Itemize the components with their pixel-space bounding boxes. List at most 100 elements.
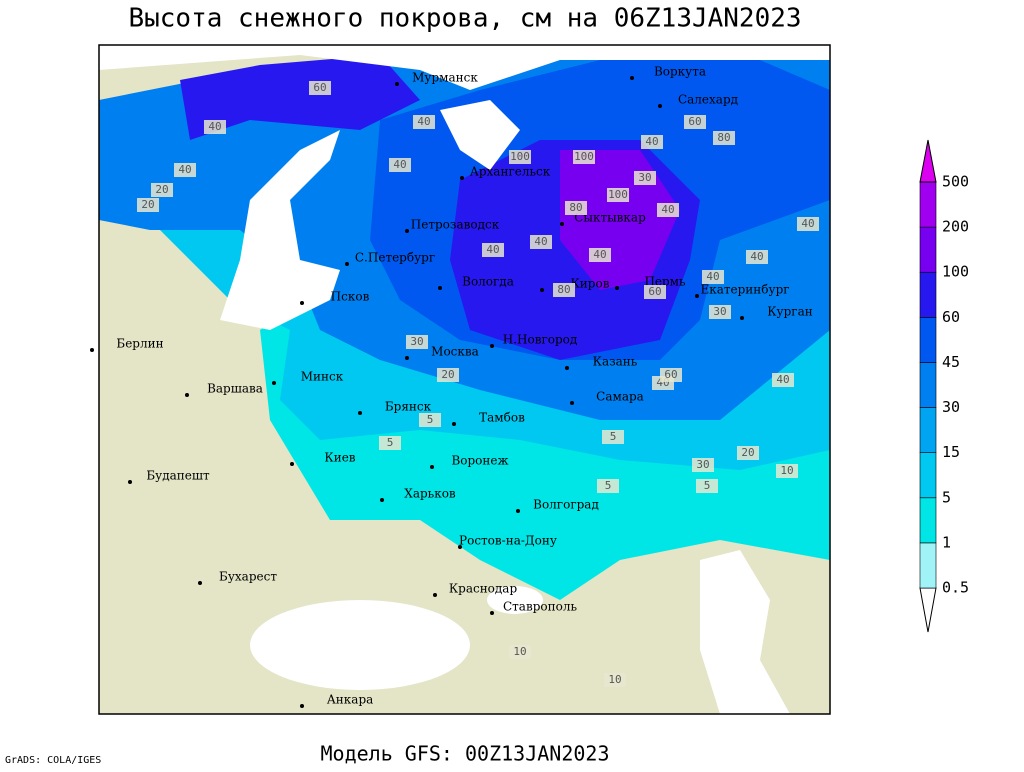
city-label: Бухарест bbox=[219, 570, 277, 584]
contour-label: 20 bbox=[441, 368, 454, 381]
contour-label: 40 bbox=[645, 135, 658, 148]
contour-label-box bbox=[696, 479, 718, 493]
contour-label: 5 bbox=[605, 479, 612, 492]
contour-label: 20 bbox=[155, 183, 168, 196]
contour-label: 40 bbox=[661, 203, 674, 216]
city-label: Минск bbox=[301, 370, 344, 384]
city-dot bbox=[695, 294, 699, 298]
contour-label-box bbox=[309, 81, 331, 95]
contour-label-box bbox=[660, 368, 682, 382]
contour-label-box bbox=[607, 188, 629, 202]
map bbox=[99, 45, 830, 714]
colorbar-box bbox=[919, 542, 937, 589]
city-label: Анкара bbox=[327, 693, 374, 707]
contour-label: 30 bbox=[696, 458, 709, 471]
city-dot bbox=[185, 393, 189, 397]
contour-label-box bbox=[509, 150, 531, 164]
contour-label-box bbox=[776, 464, 798, 478]
colorbar-label: 60 bbox=[942, 308, 960, 326]
city-label: Салехард bbox=[678, 93, 738, 107]
colorbar-high-triangle bbox=[919, 139, 937, 183]
contour-label-box bbox=[379, 436, 401, 450]
contour-label: 80 bbox=[557, 283, 570, 296]
contour-label-box bbox=[657, 203, 679, 217]
contour-label-box bbox=[604, 673, 626, 687]
contour-label: 10 bbox=[513, 645, 526, 658]
city-dot bbox=[290, 462, 294, 466]
contour-label: 80 bbox=[717, 131, 730, 144]
city-dot bbox=[458, 545, 462, 549]
contour-label-box bbox=[174, 163, 196, 177]
contour-label: 40 bbox=[178, 163, 191, 176]
contour-label-box bbox=[437, 368, 459, 382]
contour-label: 5 bbox=[387, 436, 394, 449]
city-label: Сыктывкар bbox=[574, 211, 646, 225]
colorbar-label: 15 bbox=[942, 443, 960, 461]
contour-label: 10 bbox=[780, 464, 793, 477]
city-dot bbox=[560, 222, 564, 226]
city-dot bbox=[452, 422, 456, 426]
city-label: Брянск bbox=[385, 400, 432, 414]
city-label: Харьков bbox=[404, 487, 456, 501]
contour-label: 20 bbox=[141, 198, 154, 211]
contour-label-box bbox=[709, 305, 731, 319]
contour-label: 40 bbox=[776, 373, 789, 386]
contour-label: 40 bbox=[534, 235, 547, 248]
contour-label-box bbox=[137, 198, 159, 212]
title: Высота снежного покрова, см на 06Z13JAN2… bbox=[128, 4, 801, 34]
city-dot bbox=[438, 286, 442, 290]
contour-label: 40 bbox=[393, 158, 406, 171]
city-label: Тамбов bbox=[479, 411, 525, 425]
city-dot bbox=[565, 366, 569, 370]
city-dot bbox=[490, 611, 494, 615]
colorbar-box bbox=[919, 362, 937, 408]
contour-label: 80 bbox=[569, 201, 582, 214]
colorbar-label: 30 bbox=[942, 398, 960, 416]
colorbar-label: 1 bbox=[942, 533, 951, 551]
city-dot bbox=[615, 286, 619, 290]
contour-label-box bbox=[692, 458, 714, 472]
contour-label: 5 bbox=[610, 430, 617, 443]
colorbar-label: 0.5 bbox=[942, 579, 969, 597]
contour-label: 5 bbox=[704, 479, 711, 492]
contour-label: 10 bbox=[608, 673, 621, 686]
contour-label: 60 bbox=[313, 81, 326, 94]
contour-label-box bbox=[589, 248, 611, 262]
colorbar-box bbox=[919, 317, 937, 363]
city-label: Варшава bbox=[207, 382, 263, 396]
city-dot bbox=[300, 301, 304, 305]
contour-label: 30 bbox=[713, 305, 726, 318]
city-dot bbox=[516, 509, 520, 513]
city-dot bbox=[358, 411, 362, 415]
contour-label: 100 bbox=[574, 150, 594, 163]
city-dot bbox=[395, 82, 399, 86]
contour-label-box bbox=[389, 158, 411, 172]
contour-label-box bbox=[797, 217, 819, 231]
contour-label: 40 bbox=[593, 248, 606, 261]
contour-label-box bbox=[406, 335, 428, 349]
contour-label-box bbox=[413, 115, 435, 129]
contour-label-box bbox=[573, 150, 595, 164]
city-label: Мурманск bbox=[412, 71, 478, 85]
city-dot bbox=[345, 262, 349, 266]
contour-label: 40 bbox=[208, 120, 221, 133]
city-dot bbox=[570, 401, 574, 405]
city-label: Киров bbox=[571, 277, 610, 291]
contour-label: 40 bbox=[706, 270, 719, 283]
credit: GrADS: COLA/IGES bbox=[5, 755, 101, 766]
city-label: Петрозаводск bbox=[411, 218, 500, 232]
city-label: С.Петербург bbox=[355, 251, 435, 265]
city-dot bbox=[272, 381, 276, 385]
city-label: Псков bbox=[331, 290, 370, 304]
city-label: Воркута bbox=[654, 65, 706, 79]
contour-label-box bbox=[634, 171, 656, 185]
city-label: Москва bbox=[431, 345, 479, 359]
city-dot bbox=[460, 176, 464, 180]
contour-label-box bbox=[702, 270, 724, 284]
contour-label: 5 bbox=[427, 413, 434, 426]
contour-label: 100 bbox=[608, 188, 628, 201]
city-dot bbox=[540, 288, 544, 292]
city-label: Архангельск bbox=[470, 165, 551, 179]
